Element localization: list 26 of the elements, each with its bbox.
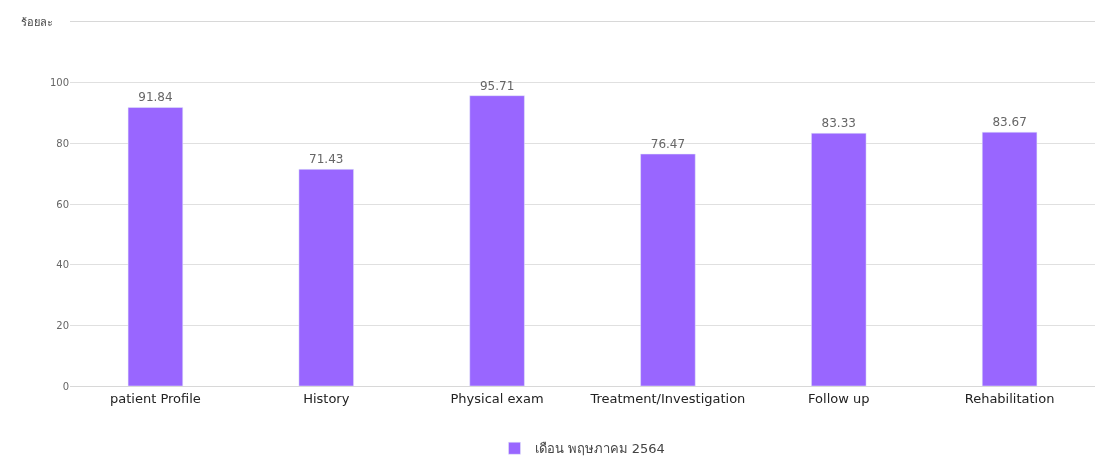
x-tick-label: Rehabilitation bbox=[964, 390, 1055, 406]
bar bbox=[640, 153, 696, 386]
bar bbox=[811, 132, 867, 386]
x-tick-label: Treatment/Investigation bbox=[589, 390, 746, 406]
y-tick-label: 80 bbox=[56, 137, 69, 149]
y-tick-label: 0 bbox=[62, 380, 69, 392]
data-label: 83.33 bbox=[821, 116, 856, 131]
y-tick-label: 60 bbox=[56, 198, 69, 210]
x-tick-label: Follow up bbox=[808, 390, 870, 406]
y-axis-title: ร้อยละ bbox=[21, 16, 53, 29]
x-tick-label: Physical exam bbox=[450, 390, 544, 406]
bar bbox=[127, 107, 183, 386]
legend-label: เดือน พฤษภาคม 2564 bbox=[534, 441, 665, 457]
data-label: 91.84 bbox=[138, 90, 173, 105]
bar bbox=[469, 95, 525, 386]
bar bbox=[298, 169, 354, 386]
y-tick-label: 40 bbox=[56, 259, 69, 271]
y-tick-label: 20 bbox=[56, 319, 69, 331]
data-label: 76.47 bbox=[650, 137, 686, 152]
data-label: 95.71 bbox=[479, 78, 515, 93]
data-label: 83.67 bbox=[992, 115, 1027, 130]
x-tick-label: patient Profile bbox=[110, 390, 201, 406]
y-tick-label: 100 bbox=[49, 77, 69, 89]
data-label: 71.43 bbox=[309, 152, 344, 167]
x-tick-label: History bbox=[303, 390, 350, 406]
bar bbox=[982, 131, 1038, 386]
